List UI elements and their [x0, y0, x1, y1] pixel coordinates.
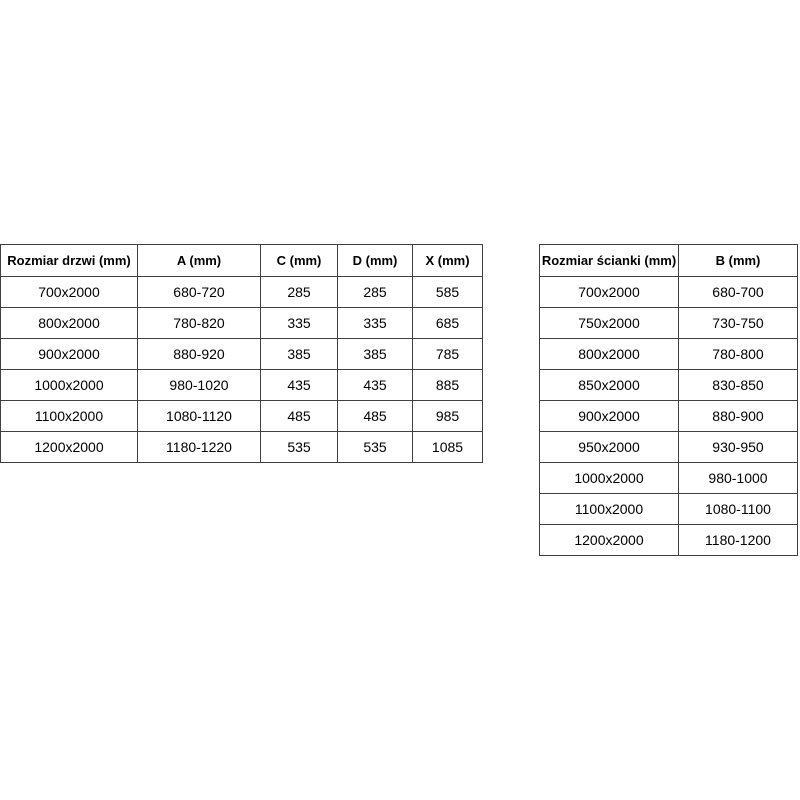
table-cell: 1200x2000 — [539, 524, 679, 556]
table-cell: 900x2000 — [0, 338, 138, 370]
table-cell: 535 — [337, 431, 413, 463]
table-cell: 1080-1100 — [678, 493, 798, 525]
table-cell: 685 — [412, 307, 483, 339]
column-header: B (mm) — [678, 244, 798, 277]
column-header: C (mm) — [260, 244, 338, 277]
table-cell: 1000x2000 — [539, 462, 679, 494]
table-cell: 535 — [260, 431, 338, 463]
table-cell: 730-750 — [678, 307, 798, 339]
table-cell: 1085 — [412, 431, 483, 463]
table-row: 1200x2000 1180-1200 — [539, 524, 798, 556]
table-row: 1200x2000 1180-1220 535 535 1085 — [0, 431, 483, 463]
table-cell: 385 — [337, 338, 413, 370]
table-row: 1000x2000 980-1020 435 435 885 — [0, 369, 483, 401]
table-cell: 950x2000 — [539, 431, 679, 463]
table-cell: 485 — [337, 400, 413, 432]
table-cell: 900x2000 — [539, 400, 679, 432]
table-row: 800x2000 780-820 335 335 685 — [0, 307, 483, 339]
table-row: 1100x2000 1080-1120 485 485 985 — [0, 400, 483, 432]
table-cell: 1100x2000 — [539, 493, 679, 525]
table-cell: 750x2000 — [539, 307, 679, 339]
table-cell: 435 — [337, 369, 413, 401]
table-cell: 780-800 — [678, 338, 798, 370]
header-row: Rozmiar ścianki (mm) B (mm) — [539, 244, 798, 277]
table-cell: 335 — [260, 307, 338, 339]
table-row: 900x2000 880-920 385 385 785 — [0, 338, 483, 370]
table-cell: 985 — [412, 400, 483, 432]
table-cell: 880-920 — [137, 338, 261, 370]
table-cell: 285 — [337, 276, 413, 308]
table-row: 850x2000 830-850 — [539, 369, 798, 401]
table-cell: 585 — [412, 276, 483, 308]
table-cell: 800x2000 — [0, 307, 138, 339]
table-cell: 980-1020 — [137, 369, 261, 401]
column-header: D (mm) — [337, 244, 413, 277]
table-cell: 1100x2000 — [0, 400, 138, 432]
header-row: Rozmiar drzwi (mm) A (mm) C (mm) D (mm) X (m… — [0, 244, 483, 277]
table-cell: 930-950 — [678, 431, 798, 463]
table-cell: 1180-1200 — [678, 524, 798, 556]
table-cell: 285 — [260, 276, 338, 308]
table-cell: 780-820 — [137, 307, 261, 339]
table-cell: 785 — [412, 338, 483, 370]
table-cell: 485 — [260, 400, 338, 432]
table-cell: 680-720 — [137, 276, 261, 308]
table-row: 1000x2000 980-1000 — [539, 462, 798, 494]
wall-sizes-table: Rozmiar ścianki (mm) B (mm) 700x2000 680-70… — [539, 244, 798, 556]
table-row: 950x2000 930-950 — [539, 431, 798, 463]
table-row: 1100x2000 1080-1100 — [539, 493, 798, 525]
door-sizes-table: Rozmiar drzwi (mm) A (mm) C (mm) D (mm) X (m… — [0, 244, 483, 463]
table-row: 800x2000 780-800 — [539, 338, 798, 370]
table-cell: 850x2000 — [539, 369, 679, 401]
table-cell: 800x2000 — [539, 338, 679, 370]
table-cell: 830-850 — [678, 369, 798, 401]
table-cell: 1180-1220 — [137, 431, 261, 463]
table-row: 750x2000 730-750 — [539, 307, 798, 339]
column-header: A (mm) — [137, 244, 261, 277]
table-cell: 385 — [260, 338, 338, 370]
table-cell: 700x2000 — [539, 276, 679, 308]
table-cell: 435 — [260, 369, 338, 401]
table-cell: 335 — [337, 307, 413, 339]
table-cell: 885 — [412, 369, 483, 401]
table-cell: 980-1000 — [678, 462, 798, 494]
table-row: 700x2000 680-720 285 285 585 — [0, 276, 483, 308]
column-header: X (mm) — [412, 244, 483, 277]
table-row: 900x2000 880-900 — [539, 400, 798, 432]
table-row: 700x2000 680-700 — [539, 276, 798, 308]
table-cell: 700x2000 — [0, 276, 138, 308]
table-cell: 1200x2000 — [0, 431, 138, 463]
column-header: Rozmiar ścianki (mm) — [539, 244, 679, 277]
column-header: Rozmiar drzwi (mm) — [0, 244, 138, 277]
table-cell: 680-700 — [678, 276, 798, 308]
table-cell: 880-900 — [678, 400, 798, 432]
table-cell: 1000x2000 — [0, 369, 138, 401]
table-cell: 1080-1120 — [137, 400, 261, 432]
